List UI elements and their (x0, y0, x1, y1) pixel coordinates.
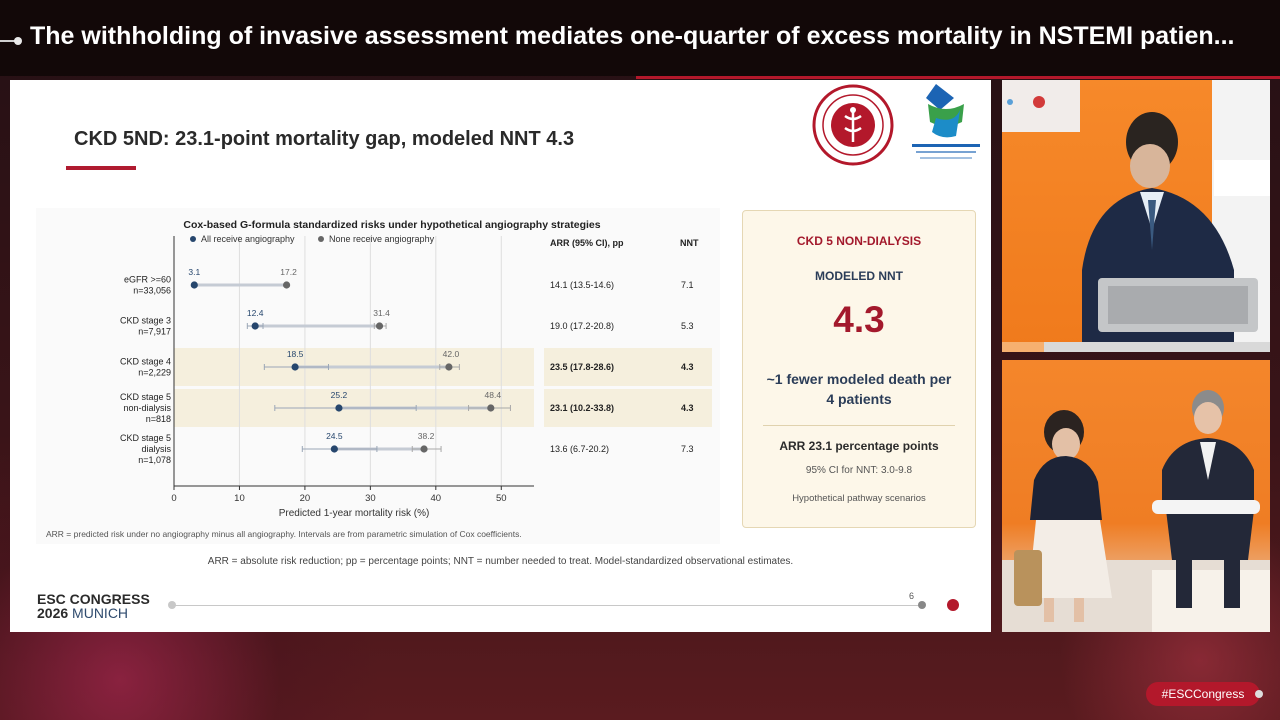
row-label: non-dialysis (123, 403, 171, 413)
esc-brand-year: 2026 (37, 605, 69, 621)
angio-value-label: 18.5 (287, 349, 304, 359)
card-scenario-line: Hypothetical pathway scenarios (792, 493, 926, 504)
hashtag-dot (1255, 690, 1263, 698)
card-nnt-value: 4.3 (833, 299, 885, 340)
angio-point (330, 445, 338, 453)
legend-none-label: None receive angiography (329, 234, 435, 244)
nnt-value: 7.3 (681, 444, 694, 454)
none-point (487, 404, 495, 412)
arr-column-header: ARR (95% CI), pp (550, 238, 624, 248)
speaker-camera-feed (1002, 80, 1270, 352)
angio-value-label: 3.1 (188, 267, 200, 277)
x-tick-label: 20 (300, 493, 311, 504)
row-label: CKD stage 4 (120, 357, 171, 367)
slide-footnote: ARR = absolute risk reduction; pp = perc… (207, 556, 794, 567)
legend-angio-label: All receive angiography (201, 234, 295, 244)
card-description: ~1 fewer modeled death per 4 patients (766, 371, 952, 407)
speaker-video-icon (1002, 80, 1270, 352)
row-label: eGFR >=60 (124, 275, 171, 285)
none-point (445, 363, 453, 371)
card-ci-line: 95% CI for NNT: 3.0-9.8 (805, 465, 913, 476)
card-separator (763, 425, 955, 426)
esc-congress-hashtag: #ESCCongress (1146, 682, 1260, 706)
angio-point (251, 322, 259, 330)
row-label: CKD stage 5 (120, 392, 171, 402)
none-value-label: 38.2 (418, 431, 435, 441)
esc-congress-brand: ESC CONGRESS 2026 MUNICH (37, 592, 150, 620)
angio-value-label: 24.5 (326, 431, 343, 441)
angio-value-label: 12.4 (247, 308, 264, 318)
x-tick-label: 0 (171, 493, 176, 504)
nnt-value: 4.3 (681, 362, 694, 372)
none-point (420, 445, 428, 453)
none-value-label: 17.2 (280, 267, 297, 277)
angio-value-label: 25.2 (331, 390, 348, 400)
arr-value: 14.1 (13.5-14.6) (550, 280, 614, 290)
nnt-value: 7.1 (681, 280, 694, 290)
row-label: CKD stage 3 (120, 316, 171, 326)
dumbbell-chart: 0 10 20 30 40 50 Predicted 1-year mortality ri… (120, 219, 712, 519)
highlight-band-table (544, 348, 712, 386)
tianjin-medical-university-logo (812, 84, 894, 166)
none-value-label: 31.4 (373, 308, 390, 318)
esc-brand-line2: 2026 MUNICH (37, 606, 150, 620)
card-heading: CKD 5 NON-DIALYSIS (796, 234, 922, 248)
headline-bar-dot (14, 37, 22, 45)
row-label: n=33,056 (133, 286, 171, 296)
esc-brand-city: MUNICH (72, 605, 129, 621)
none-point (375, 322, 384, 330)
row-label: n=2,229 (138, 368, 171, 378)
panel-video-icon (1002, 390, 1270, 632)
angio-point (190, 281, 198, 289)
progress-start-dot (168, 601, 176, 609)
nnt-summary-card: CKD 5 NON-DIALYSIS MODELED NNT 4.3 ~1 fe… (742, 210, 976, 528)
arr-value: 23.1 (10.2-33.8) (550, 403, 614, 413)
row-label: n=7,917 (138, 327, 171, 337)
highlight-band-table (544, 389, 712, 427)
slide-progress-track (172, 605, 922, 606)
headline-bar: The withholding of invasive assessment m… (0, 0, 1280, 76)
row-label: CKD stage 5 (120, 433, 171, 443)
nnt-value: 4.3 (681, 403, 694, 413)
nnt-column-header: NNT (680, 238, 699, 248)
none-value-label: 48.4 (485, 390, 502, 400)
row-label: n=818 (146, 414, 171, 424)
arr-value: 13.6 (6.7-20.2) (550, 444, 609, 454)
angio-point (291, 363, 299, 371)
nnt-value: 5.3 (681, 321, 694, 331)
card-subheading: MODELED NNT (815, 269, 903, 283)
row-label: n=1,078 (138, 455, 171, 465)
headline-text: The withholding of invasive assessment m… (30, 22, 1235, 50)
x-tick-label: 40 (431, 493, 442, 504)
row-label: dialysis (141, 444, 171, 454)
x-tick-label: 30 (365, 493, 376, 504)
slide-title: CKD 5ND: 23.1-point mortality gap, model… (74, 128, 575, 150)
arr-value: 23.5 (17.8-28.6) (550, 362, 614, 372)
chart-footnote: ARR = predicted risk under no angiograph… (46, 529, 522, 539)
legend-angio-marker (190, 236, 196, 242)
esc-brand-line1: ESC CONGRESS (37, 591, 150, 607)
x-axis-label: Predicted 1-year mortality risk (%) (279, 508, 430, 519)
presentation-slide: CKD 5ND: 23.1-point mortality gap, model… (10, 80, 991, 632)
none-value-label: 42.0 (443, 349, 460, 359)
angio-point (335, 404, 343, 412)
x-tick-label: 50 (496, 493, 507, 504)
arr-value: 19.0 (17.2-20.8) (550, 321, 614, 331)
title-underline (66, 166, 136, 170)
none-point (282, 281, 291, 289)
legend-none-marker (318, 236, 324, 242)
x-tick-label: 10 (234, 493, 245, 504)
panel-camera-feed (1002, 360, 1270, 632)
card-arr-line: ARR 23.1 percentage points (779, 439, 939, 453)
slide-page-number: 6 (909, 591, 915, 601)
progress-current-dot (918, 601, 926, 609)
second-hospital-logo (912, 84, 980, 159)
chart-panel: 0 10 20 30 40 50 Predicted 1-year mortality ri… (36, 208, 720, 544)
headline-bar-line (0, 40, 18, 42)
headline-accent-line (636, 76, 1280, 79)
chart-title: Cox-based G-formula standardized risks u… (183, 219, 600, 231)
progress-end-dot (947, 599, 959, 611)
